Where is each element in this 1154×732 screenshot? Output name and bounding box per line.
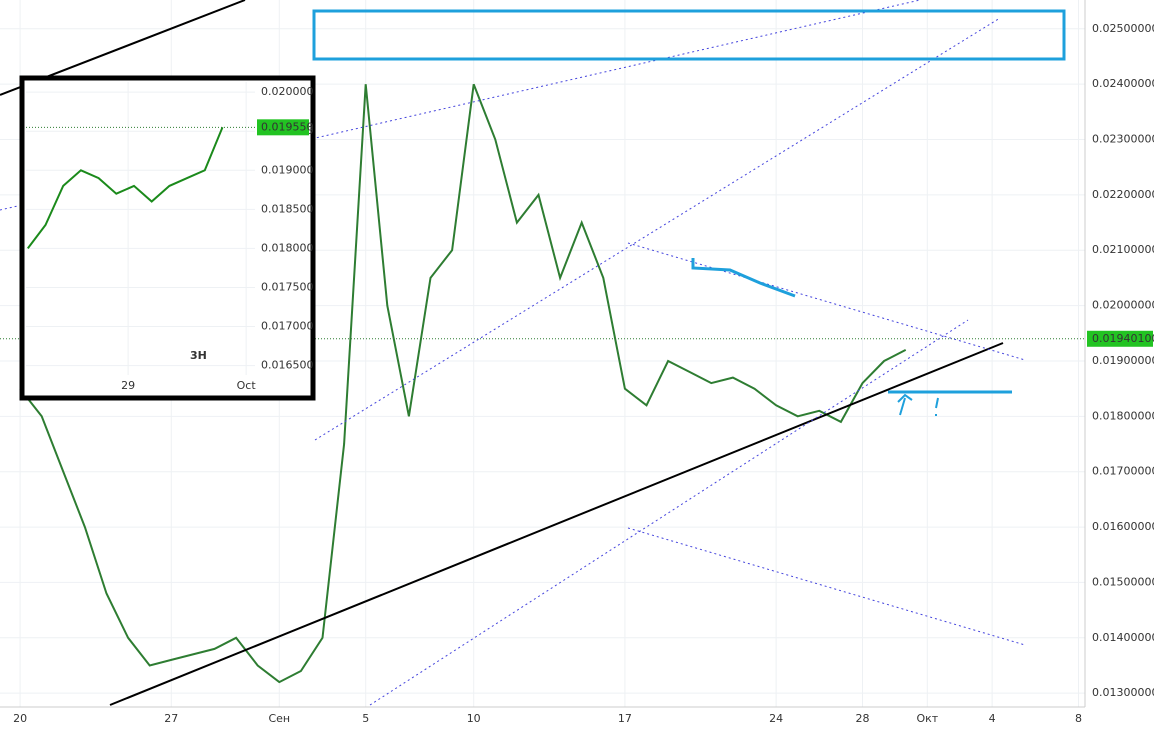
y-tick-label: 0.01700000 xyxy=(1092,465,1154,478)
inset-chart: 0.0200000.0195000.0190000.0185000.018000… xyxy=(26,82,314,392)
y-tick-label: 0.02400000 xyxy=(1092,77,1154,90)
channel-line xyxy=(627,242,1026,361)
x-tick-label: 24 xyxy=(769,712,783,725)
annotation: 3H xyxy=(190,349,207,362)
y-tick-label: 0.01600000 xyxy=(1092,520,1154,533)
x-tick-label: 8 xyxy=(1075,712,1082,725)
y-tick-label: 0.017500 xyxy=(261,280,314,293)
x-tick-label: 17 xyxy=(618,712,632,725)
x-tick-label: Окт xyxy=(916,712,938,725)
y-tick-label: 0.018000 xyxy=(261,241,314,254)
x-tick-label: Сен xyxy=(268,712,290,725)
y-tick-label: 0.017000 xyxy=(261,320,314,333)
y-tick-label: 0.01300000 xyxy=(1092,686,1154,699)
y-tick-label: 0.019000 xyxy=(261,163,314,176)
x-tick-label: 28 xyxy=(856,712,870,725)
zone-box xyxy=(312,9,1066,61)
y-tick-label: 0.01900000 xyxy=(1092,354,1154,367)
x-tick-label: 5 xyxy=(362,712,369,725)
price-line xyxy=(27,126,224,250)
y-tick-label: 0.020000 xyxy=(261,85,314,98)
y-tick-label: 0.016500 xyxy=(261,359,314,372)
x-tick-label: 27 xyxy=(164,712,178,725)
hand-note xyxy=(897,393,939,416)
y-tick-label: 0.02200000 xyxy=(1092,188,1154,201)
level-line xyxy=(691,258,796,298)
x-tick-label: 20 xyxy=(13,712,27,725)
y-tick-label: 0.02300000 xyxy=(1092,133,1154,146)
x-tick-label: Oct xyxy=(237,379,257,392)
channel-line xyxy=(0,0,921,211)
y-tick-label: 0.01500000 xyxy=(1092,575,1154,588)
channel-line xyxy=(314,17,1001,441)
x-tick-label: 4 xyxy=(989,712,996,725)
last-price-box xyxy=(1087,330,1153,347)
y-tick-label: 0.01800000 xyxy=(1092,409,1154,422)
x-tick-label: 10 xyxy=(467,712,481,725)
y-tick-label: 0.02500000 xyxy=(1092,22,1154,35)
last-price-label: 0.019550 xyxy=(261,120,314,133)
last-price-box xyxy=(257,119,309,136)
price-line xyxy=(19,83,907,684)
y-tick-label: 0.01400000 xyxy=(1092,631,1154,644)
y-tick-label: 0.02100000 xyxy=(1092,243,1154,256)
channel-line xyxy=(369,319,969,706)
trend-line xyxy=(109,342,1004,706)
y-tick-label: 0.018500 xyxy=(261,202,314,215)
y-tick-label: 0.02000000 xyxy=(1092,299,1154,312)
x-tick-label: 29 xyxy=(121,379,135,392)
channel-line xyxy=(627,527,1026,646)
last-price-label: 0.01940100 xyxy=(1092,332,1154,345)
